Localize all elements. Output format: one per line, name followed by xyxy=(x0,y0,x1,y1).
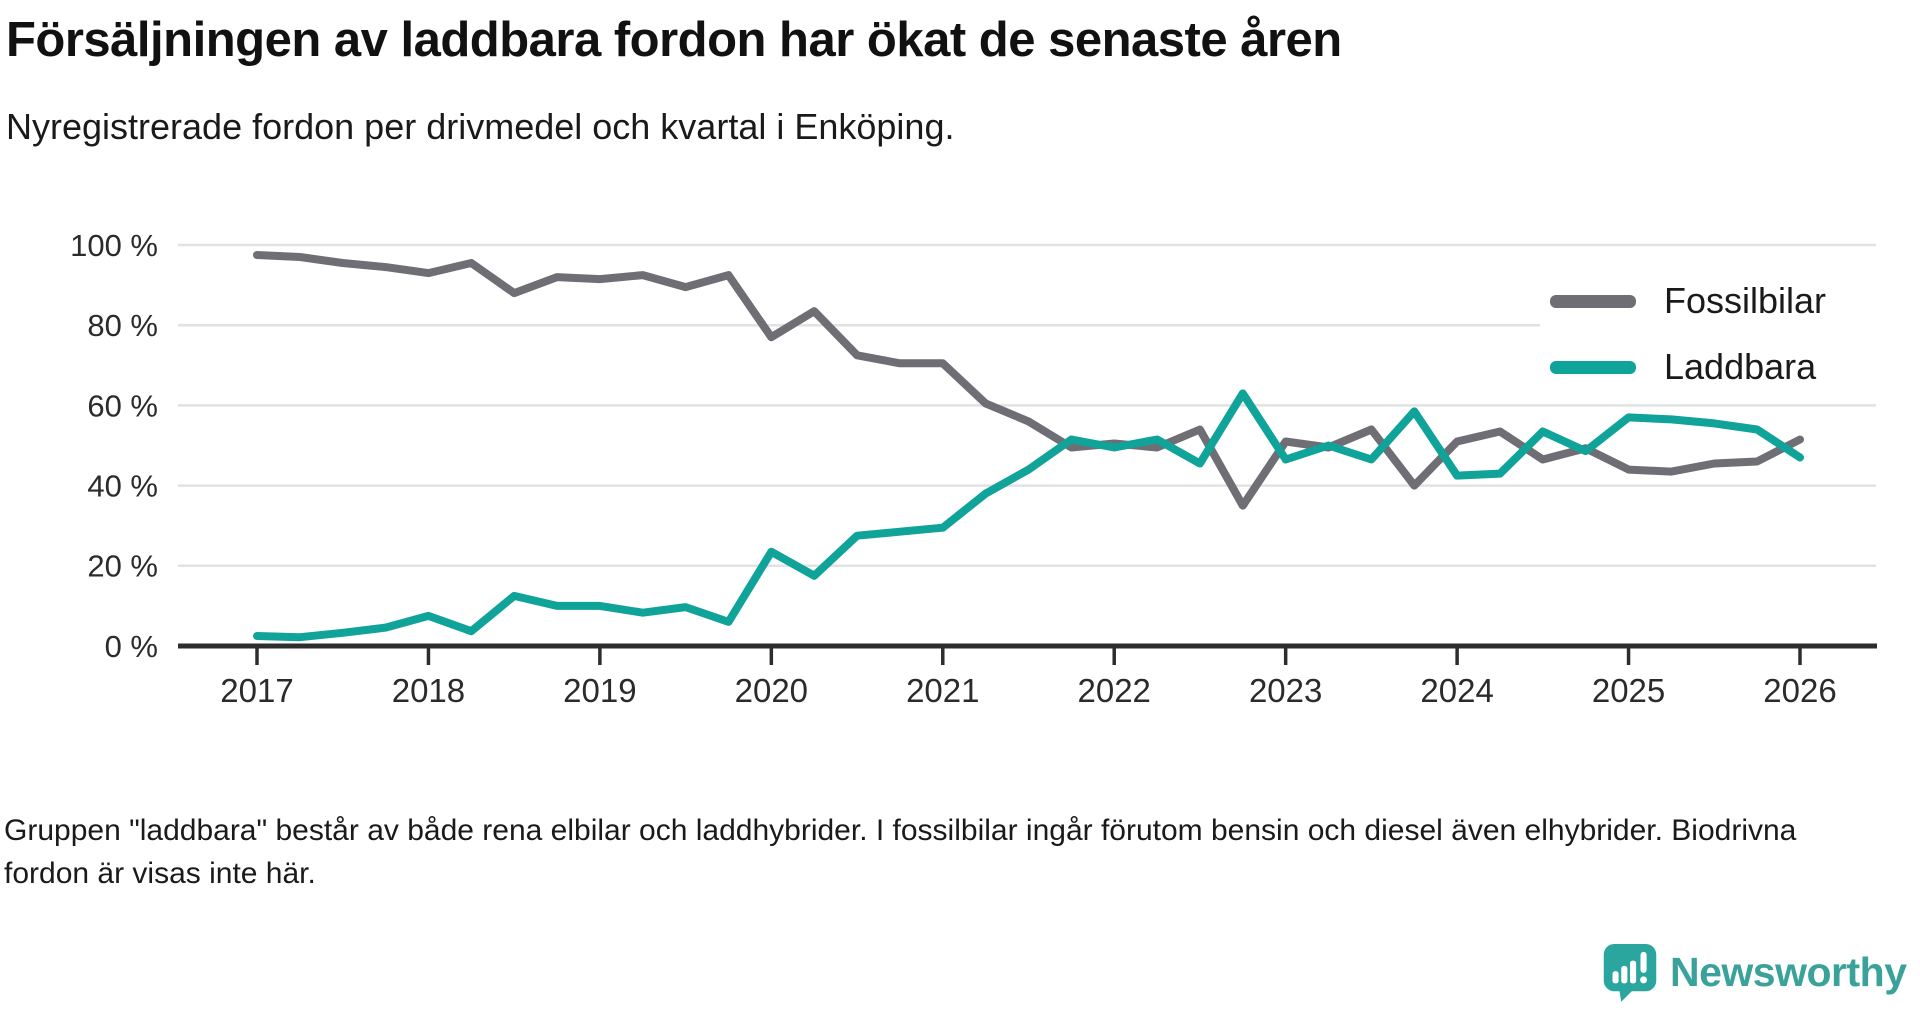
logo-bar-medium xyxy=(1621,965,1628,984)
x-tick-label: 2022 xyxy=(1078,672,1151,709)
laddbara-swatch xyxy=(1550,360,1636,374)
page-title: Försäljningen av laddbara fordon har öka… xyxy=(6,13,1342,67)
x-tick-label: 2025 xyxy=(1592,672,1665,709)
logo-exclamation-dot xyxy=(1640,976,1648,984)
logo-bar-small xyxy=(1612,971,1619,984)
chart-subtitle: Nyregistrerade fordon per drivmedel och … xyxy=(6,106,955,147)
footnote: Gruppen "laddbara" består av både rena e… xyxy=(4,814,1797,890)
legend-label-fossilbilar: Fossilbilar xyxy=(1664,280,1827,321)
y-tick-label: 60 % xyxy=(87,388,158,423)
newsworthy-wordmark: Newsworthy xyxy=(1670,948,1907,995)
y-tick-label: 80 % xyxy=(87,308,158,343)
x-tick-label: 2021 xyxy=(906,672,979,709)
logo-bar-large xyxy=(1630,960,1637,984)
y-tick-label: 20 % xyxy=(87,549,158,584)
x-tick-label: 2017 xyxy=(220,672,293,709)
x-tick-label: 2024 xyxy=(1420,672,1493,709)
legend-label-laddbara: Laddbara xyxy=(1664,346,1817,387)
x-tick-label: 2023 xyxy=(1249,672,1322,709)
logo-exclamation-bar xyxy=(1640,951,1647,973)
series-line-fossilbilar xyxy=(253,251,1804,510)
y-tick-label: 0 % xyxy=(105,629,158,664)
y-tick-label: 100 % xyxy=(70,228,158,263)
x-tick-label: 2020 xyxy=(735,672,808,709)
fossilbilar-swatch xyxy=(1550,294,1636,308)
x-tick-label: 2019 xyxy=(563,672,636,709)
y-tick-label: 40 % xyxy=(87,468,158,503)
chart-legend: Fossilbilar Laddbara xyxy=(1540,266,1920,402)
x-tick-label: 2026 xyxy=(1763,672,1836,709)
x-tick-label: 2018 xyxy=(392,672,465,709)
legend-item-fossilbilar: Fossilbilar xyxy=(1550,280,1920,322)
series-line-laddbara xyxy=(253,389,1804,642)
newsworthy-branding: Newsworthy xyxy=(1602,942,1907,1002)
legend-item-laddbara: Laddbara xyxy=(1550,346,1920,388)
newsworthy-logo-icon xyxy=(1603,944,1657,1002)
